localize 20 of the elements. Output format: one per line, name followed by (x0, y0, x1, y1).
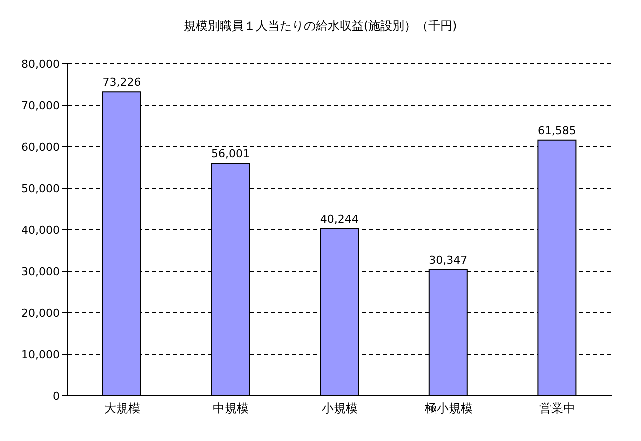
data-label: 40,244 (320, 212, 359, 226)
y-tick-label: 20,000 (22, 306, 60, 320)
chart-title: 規模別職員１人当たりの給水収益(施設別）（千円) (182, 18, 458, 35)
y-tick-label: 10,000 (22, 348, 60, 362)
data-label: 73,226 (102, 76, 142, 90)
y-tick-label: 70,000 (22, 99, 60, 112)
y-tick-label: 50,000 (22, 182, 60, 196)
x-tick-label: 営業中 (540, 402, 576, 416)
y-tick-label: 80,000 (22, 58, 60, 71)
x-tick-label: 小規模 (322, 402, 358, 416)
x-tick-label: 中規模 (213, 402, 250, 416)
y-tick-label: 40,000 (22, 224, 60, 237)
data-label: 61,585 (538, 124, 576, 138)
y-tick-label: 30,000 (22, 265, 60, 278)
y-tick-label: 0 (53, 390, 60, 403)
x-tick-label: 極小規模 (424, 402, 473, 416)
data-label: 56,001 (212, 148, 250, 161)
y-tick-label: 60,000 (22, 140, 60, 154)
data-label: 30,347 (429, 254, 468, 268)
x-tick-label: 大規模 (104, 402, 140, 416)
